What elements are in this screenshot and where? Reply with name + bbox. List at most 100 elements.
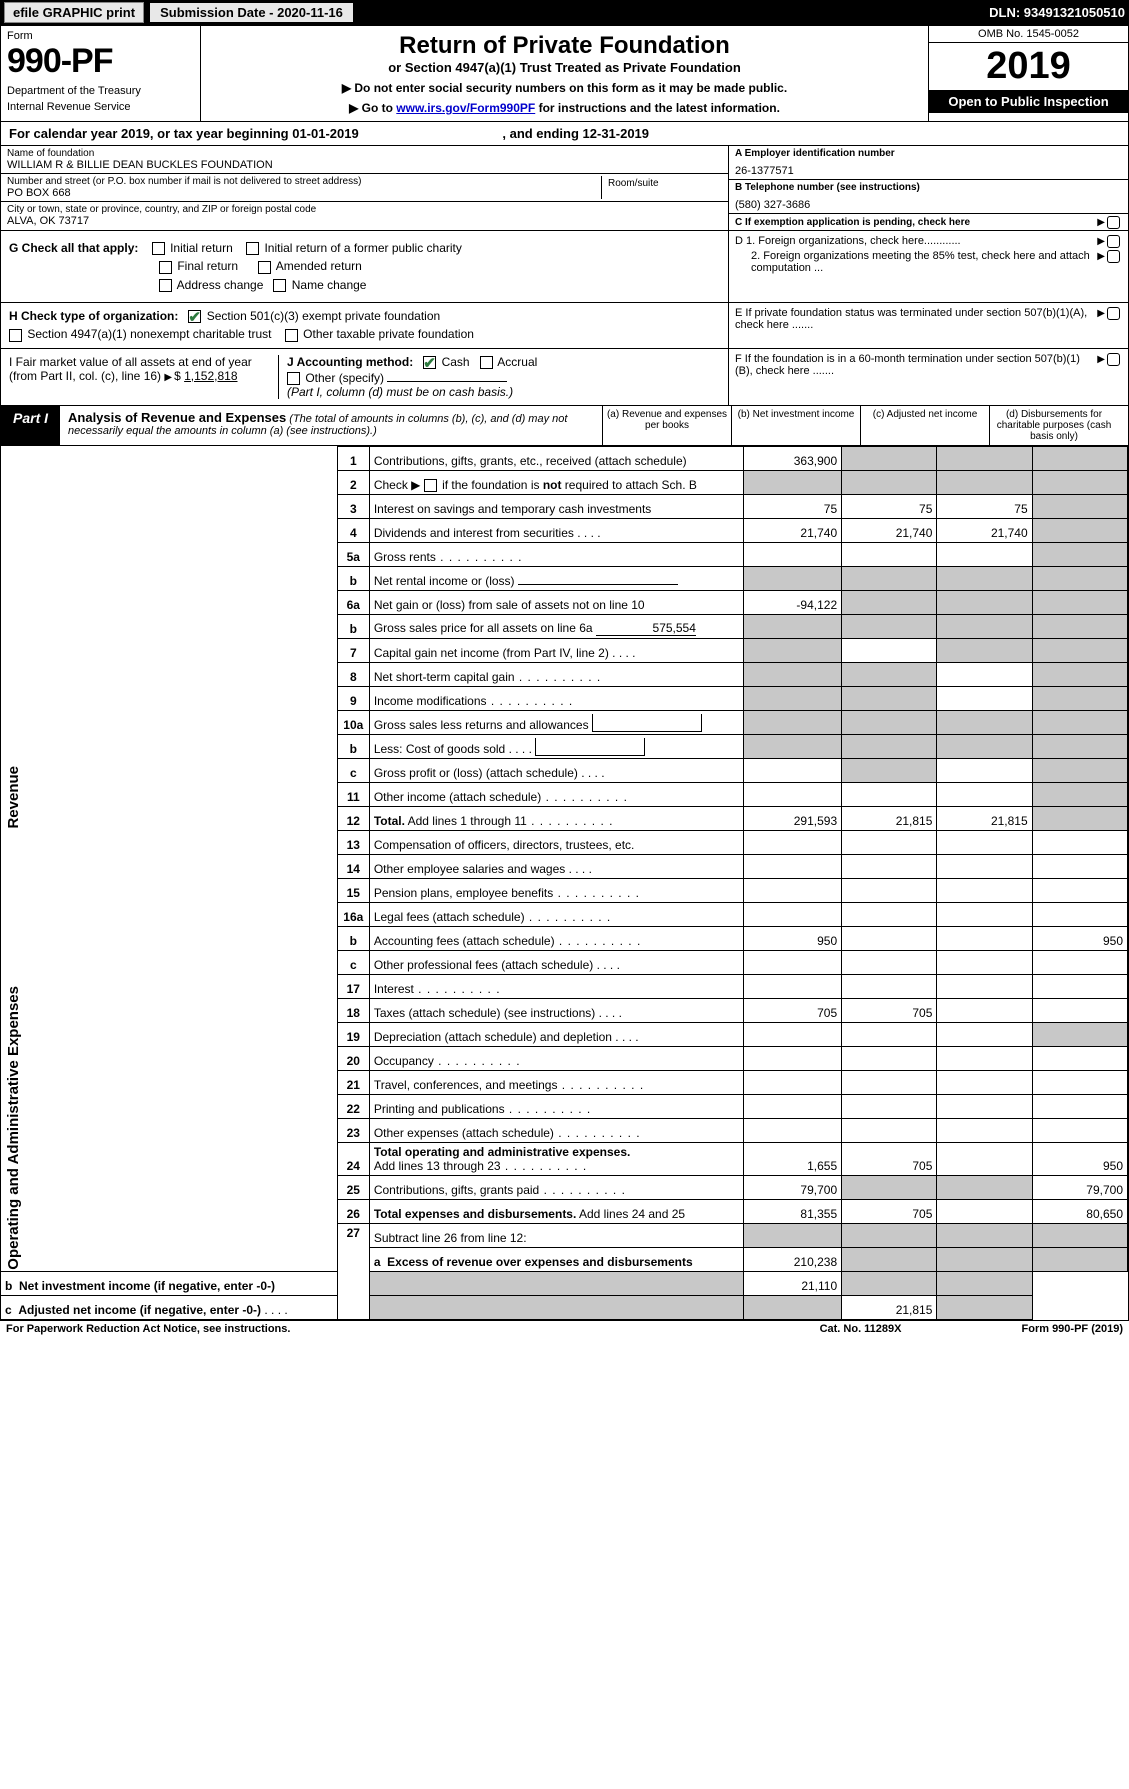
irs-link[interactable]: www.irs.gov/Form990PF bbox=[396, 101, 535, 115]
ein-row: A Employer identification number 26-1377… bbox=[729, 146, 1128, 180]
year-begin: For calendar year 2019, or tax year begi… bbox=[9, 126, 359, 141]
initial-return: Initial return bbox=[170, 241, 233, 255]
exemption-label: C If exemption application is pending, c… bbox=[735, 217, 970, 228]
note-1: ▶ Do not enter social security numbers o… bbox=[209, 81, 920, 95]
col-b-header: (b) Net investment income bbox=[731, 406, 860, 445]
d2-label: 2. Foreign organizations meeting the 85%… bbox=[735, 250, 1097, 274]
other-method-label: Other (specify) bbox=[305, 371, 384, 385]
revenue-label: Revenue bbox=[5, 766, 22, 829]
other-taxable-label: Other taxable private foundation bbox=[303, 327, 474, 341]
form-header: Form 990-PF Department of the Treasury I… bbox=[1, 26, 1128, 122]
initial-former-checkbox[interactable] bbox=[246, 242, 259, 255]
ein-label: A Employer identification number bbox=[735, 148, 1122, 159]
phone-row: B Telephone number (see instructions) (5… bbox=[729, 180, 1128, 214]
final-return-checkbox[interactable] bbox=[159, 261, 172, 274]
section-d: D 1. Foreign organizations, check here..… bbox=[728, 231, 1128, 302]
dln: DLN: 93491321050510 bbox=[989, 5, 1125, 20]
city: ALVA, OK 73717 bbox=[7, 215, 722, 227]
cash-checkbox[interactable] bbox=[423, 356, 436, 369]
header-left: Form 990-PF Department of the Treasury I… bbox=[1, 26, 201, 121]
exemption-row: C If exemption application is pending, c… bbox=[729, 214, 1128, 230]
section-g: G Check all that apply: Initial return I… bbox=[1, 231, 728, 302]
city-row: City or town, state or province, country… bbox=[1, 202, 728, 229]
d1-checkbox[interactable] bbox=[1107, 235, 1120, 248]
h-label: H Check type of organization: bbox=[9, 309, 178, 323]
other-taxable-checkbox[interactable] bbox=[285, 329, 298, 342]
f-checkbox[interactable] bbox=[1107, 353, 1120, 366]
footer-left: For Paperwork Reduction Act Notice, see … bbox=[6, 1323, 290, 1335]
e-checkbox[interactable] bbox=[1107, 307, 1120, 320]
amended-return: Amended return bbox=[276, 259, 362, 273]
amended-return-checkbox[interactable] bbox=[258, 261, 271, 274]
address-change: Address change bbox=[177, 278, 264, 292]
initial-return-checkbox[interactable] bbox=[152, 242, 165, 255]
form-title: Return of Private Foundation bbox=[209, 32, 920, 60]
g-label: G Check all that apply: bbox=[9, 241, 138, 255]
efile-button[interactable]: efile GRAPHIC print bbox=[4, 2, 144, 23]
foundation-name-row: Name of foundation WILLIAM R & BILLIE DE… bbox=[1, 146, 728, 174]
col-d-header: (d) Disbursements for charitable purpose… bbox=[989, 406, 1118, 445]
table-row: Revenue 1Contributions, gifts, grants, e… bbox=[1, 447, 1128, 471]
expenses-label: Operating and Administrative Expenses bbox=[5, 986, 22, 1270]
page-footer: For Paperwork Reduction Act Notice, see … bbox=[0, 1321, 1129, 1337]
final-return: Final return bbox=[177, 259, 238, 273]
year-end: , and ending 12-31-2019 bbox=[502, 126, 649, 141]
cash-label: Cash bbox=[442, 355, 470, 369]
form-word: Form bbox=[7, 30, 194, 42]
table-row: c Adjusted net income (if negative, ente… bbox=[1, 1296, 1128, 1320]
ein: 26-1377571 bbox=[735, 159, 1122, 177]
section-g-d: G Check all that apply: Initial return I… bbox=[1, 231, 1128, 303]
section-f: F If the foundation is in a 60-month ter… bbox=[728, 349, 1128, 406]
e-label: E If private foundation status was termi… bbox=[735, 307, 1097, 331]
form-subtitle: or Section 4947(a)(1) Trust Treated as P… bbox=[209, 60, 920, 75]
name-change-checkbox[interactable] bbox=[273, 279, 286, 292]
open-inspection: Open to Public Inspection bbox=[929, 90, 1128, 113]
footer-cat: Cat. No. 11289X bbox=[820, 1323, 902, 1335]
4947-checkbox[interactable] bbox=[9, 329, 22, 342]
501c3-label: Section 501(c)(3) exempt private foundat… bbox=[207, 309, 440, 323]
omb-number: OMB No. 1545-0052 bbox=[929, 26, 1128, 43]
exemption-checkbox[interactable] bbox=[1107, 216, 1120, 229]
f-label: F If the foundation is in a 60-month ter… bbox=[735, 353, 1097, 377]
accrual-checkbox[interactable] bbox=[480, 356, 493, 369]
section-e: E If private foundation status was termi… bbox=[728, 303, 1128, 348]
city-label: City or town, state or province, country… bbox=[7, 204, 722, 215]
phone: (580) 327-3686 bbox=[735, 193, 1122, 211]
col-c-header: (c) Adjusted net income bbox=[860, 406, 989, 445]
name-label: Name of foundation bbox=[7, 148, 722, 159]
dept-irs: Internal Revenue Service bbox=[7, 101, 194, 113]
section-ij: I Fair market value of all assets at end… bbox=[1, 349, 728, 406]
note-2: ▶ Go to www.irs.gov/Form990PF for instru… bbox=[209, 101, 920, 115]
other-method-checkbox[interactable] bbox=[287, 372, 300, 385]
phone-label: B Telephone number (see instructions) bbox=[735, 182, 1122, 193]
part1-header: Part I Analysis of Revenue and Expenses … bbox=[1, 406, 1128, 446]
address-change-checkbox[interactable] bbox=[159, 279, 172, 292]
address-row: Number and street (or P.O. box number if… bbox=[1, 174, 728, 202]
accrual-label: Accrual bbox=[497, 355, 537, 369]
fmv-value: 1,152,818 bbox=[184, 369, 237, 383]
section-h: H Check type of organization: Section 50… bbox=[1, 303, 728, 348]
d2-checkbox[interactable] bbox=[1107, 250, 1120, 263]
initial-former: Initial return of a former public charit… bbox=[264, 241, 461, 255]
foundation-name: WILLIAM R & BILLIE DEAN BUCKLES FOUNDATI… bbox=[7, 159, 722, 171]
note2-post: for instructions and the latest informat… bbox=[535, 101, 780, 115]
form-number: 990-PF bbox=[7, 42, 194, 81]
addr-label: Number and street (or P.O. box number if… bbox=[7, 176, 601, 187]
submission-date: Submission Date - 2020-11-16 bbox=[150, 3, 353, 22]
table-row: b Net investment income (if negative, en… bbox=[1, 1272, 1128, 1296]
j-note: (Part I, column (d) must be on cash basi… bbox=[287, 385, 720, 399]
room-label: Room/suite bbox=[602, 176, 722, 199]
col-a-header: (a) Revenue and expenses per books bbox=[602, 406, 731, 445]
501c3-checkbox[interactable] bbox=[188, 310, 201, 323]
identification-block: Name of foundation WILLIAM R & BILLIE DE… bbox=[1, 146, 1128, 231]
schb-checkbox[interactable] bbox=[424, 479, 437, 492]
part1-tab: Part I bbox=[1, 406, 60, 445]
part1-table: Revenue 1Contributions, gifts, grants, e… bbox=[1, 446, 1128, 1320]
calendar-year-line: For calendar year 2019, or tax year begi… bbox=[1, 122, 1128, 146]
4947-label: Section 4947(a)(1) nonexempt charitable … bbox=[27, 327, 271, 341]
note2-pre: ▶ Go to bbox=[349, 101, 396, 115]
address: PO BOX 668 bbox=[7, 187, 601, 199]
top-bar: efile GRAPHIC print Submission Date - 20… bbox=[0, 0, 1129, 25]
header-right: OMB No. 1545-0052 2019 Open to Public In… bbox=[928, 26, 1128, 121]
form-container: Form 990-PF Department of the Treasury I… bbox=[0, 25, 1129, 1321]
